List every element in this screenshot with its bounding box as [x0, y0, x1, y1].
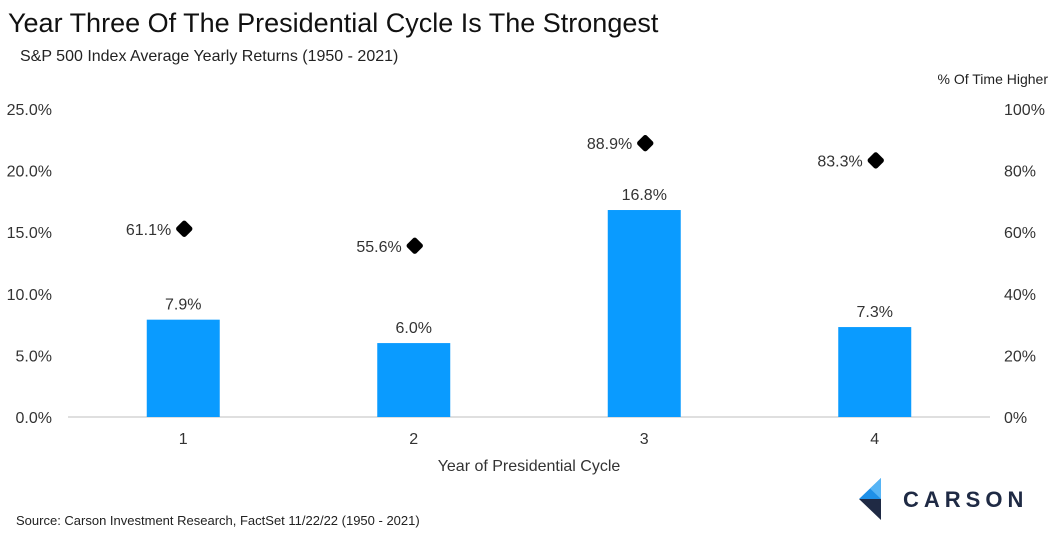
carson-logo-icon	[859, 478, 881, 520]
y-axis-tick-label: 10.0%	[7, 287, 52, 304]
bar-data-label: 7.9%	[165, 297, 201, 314]
marker-data-label: 55.6%	[356, 239, 401, 256]
x-axis-tick-label: 2	[409, 431, 418, 448]
bar	[377, 343, 451, 417]
y-axis-tick-label: 5.0%	[16, 348, 52, 365]
carson-logo: CARSON	[855, 478, 1035, 520]
bar-data-label: 6.0%	[396, 320, 432, 337]
y-axis-tick-label: 20.0%	[7, 164, 52, 181]
bar	[838, 327, 912, 417]
y-axis-tick-label: 15.0%	[7, 225, 52, 242]
carson-logo-text: CARSON	[903, 487, 1029, 512]
x-axis-tick-label: 4	[870, 431, 879, 448]
y2-axis-tick-label: 80%	[1004, 164, 1036, 181]
bar	[146, 319, 220, 417]
marker-data-label: 61.1%	[126, 222, 171, 239]
bar-data-label: 16.8%	[622, 187, 667, 204]
y-axis-tick-label: 0.0%	[16, 410, 52, 427]
marker-data-label: 88.9%	[587, 136, 632, 153]
x-axis-tick-label: 3	[640, 431, 649, 448]
x-axis-tick-label: 1	[179, 431, 188, 448]
bar	[607, 210, 681, 417]
y-axis-tick-label: 25.0%	[7, 102, 52, 119]
marker-data-label: 83.3%	[817, 153, 862, 170]
chart-subtitle: S&P 500 Index Average Yearly Returns (19…	[20, 48, 399, 65]
marker-point	[406, 237, 423, 254]
y2-axis-tick-label: 20%	[1004, 348, 1036, 365]
y2-axis-title: % Of Time Higher	[938, 71, 1049, 87]
y2-axis-tick-label: 40%	[1004, 287, 1036, 304]
y2-axis-tick-label: 0%	[1004, 410, 1027, 427]
bar-data-label: 7.3%	[857, 304, 893, 321]
marker-point	[176, 220, 193, 237]
source-note: Source: Carson Investment Research, Fact…	[16, 513, 420, 528]
y2-axis-tick-label: 60%	[1004, 225, 1036, 242]
marker-point	[637, 135, 654, 152]
chart-title: Year Three Of The Presidential Cycle Is …	[8, 8, 659, 38]
y2-axis-tick-label: 100%	[1004, 102, 1045, 119]
marker-point	[867, 152, 884, 169]
x-axis-title: Year of Presidential Cycle	[438, 458, 621, 475]
